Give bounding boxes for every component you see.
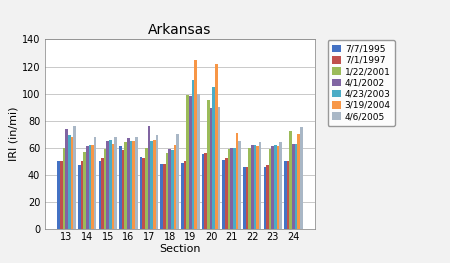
Bar [148,126,150,229]
X-axis label: Section: Section [159,244,201,254]
Bar [60,161,63,229]
Bar [91,145,94,229]
Bar [63,148,65,229]
Bar [130,141,132,229]
Bar [99,161,101,229]
Bar [101,159,104,229]
Bar [168,149,171,229]
Bar [277,146,279,229]
Bar [171,150,174,229]
Bar [114,137,117,229]
Y-axis label: IRI (in/mi): IRI (in/mi) [9,107,19,161]
Bar [150,141,153,229]
Bar [176,134,179,229]
Bar [243,166,246,229]
Bar [274,145,277,229]
Bar [122,150,125,229]
Bar [127,138,130,229]
Bar [109,140,112,229]
Bar [204,153,207,229]
Bar [81,161,83,229]
Bar [225,159,228,229]
Bar [68,135,71,229]
Bar [295,144,297,229]
Bar [140,157,143,229]
Bar [153,140,156,229]
Bar [228,149,230,229]
Bar [163,164,166,229]
Bar [235,133,238,229]
Bar [230,148,233,229]
Bar [119,146,122,229]
Bar [156,135,158,229]
Bar [112,144,114,229]
Bar [210,108,212,229]
Bar [217,107,220,229]
Bar [215,64,217,229]
Bar [266,165,269,229]
Bar [107,141,109,229]
Bar [207,100,210,229]
Bar [73,126,76,229]
Bar [253,145,256,229]
Bar [174,145,176,229]
Bar [246,166,248,229]
Bar [184,161,186,229]
Bar [292,144,295,229]
Bar [238,141,241,229]
Bar [57,161,60,229]
Bar [212,87,215,229]
Title: Arkansas: Arkansas [148,23,211,37]
Bar [222,160,225,229]
Bar [94,137,96,229]
Bar [233,148,235,229]
Bar [65,129,68,229]
Bar [189,96,192,229]
Bar [251,145,253,229]
Bar [135,137,138,229]
Bar [300,127,303,229]
Bar [181,163,184,229]
Bar [264,166,266,229]
Bar [83,152,86,229]
Bar [71,137,73,229]
Bar [143,159,145,229]
Bar [297,134,300,229]
Bar [289,132,292,229]
Bar [269,149,271,229]
Bar [287,161,289,229]
Bar [197,94,200,229]
Bar [145,148,148,229]
Bar [279,142,282,229]
Bar [202,154,204,229]
Legend: 7/7/1995, 7/1/1997, 1/22/2001, 4/1/2002, 4/23/2003, 3/19/2004, 4/6/2005: 7/7/1995, 7/1/1997, 1/22/2001, 4/1/2002,… [328,40,395,126]
Bar [284,161,287,229]
Bar [256,146,259,229]
Bar [89,145,91,229]
Bar [166,153,168,229]
Bar [271,146,274,229]
Bar [132,141,135,229]
Bar [248,148,251,229]
Bar [78,165,81,229]
Bar [259,142,261,229]
Bar [192,80,194,229]
Bar [160,164,163,229]
Bar [186,95,189,229]
Bar [125,142,127,229]
Bar [194,60,197,229]
Bar [86,146,89,229]
Bar [104,149,107,229]
